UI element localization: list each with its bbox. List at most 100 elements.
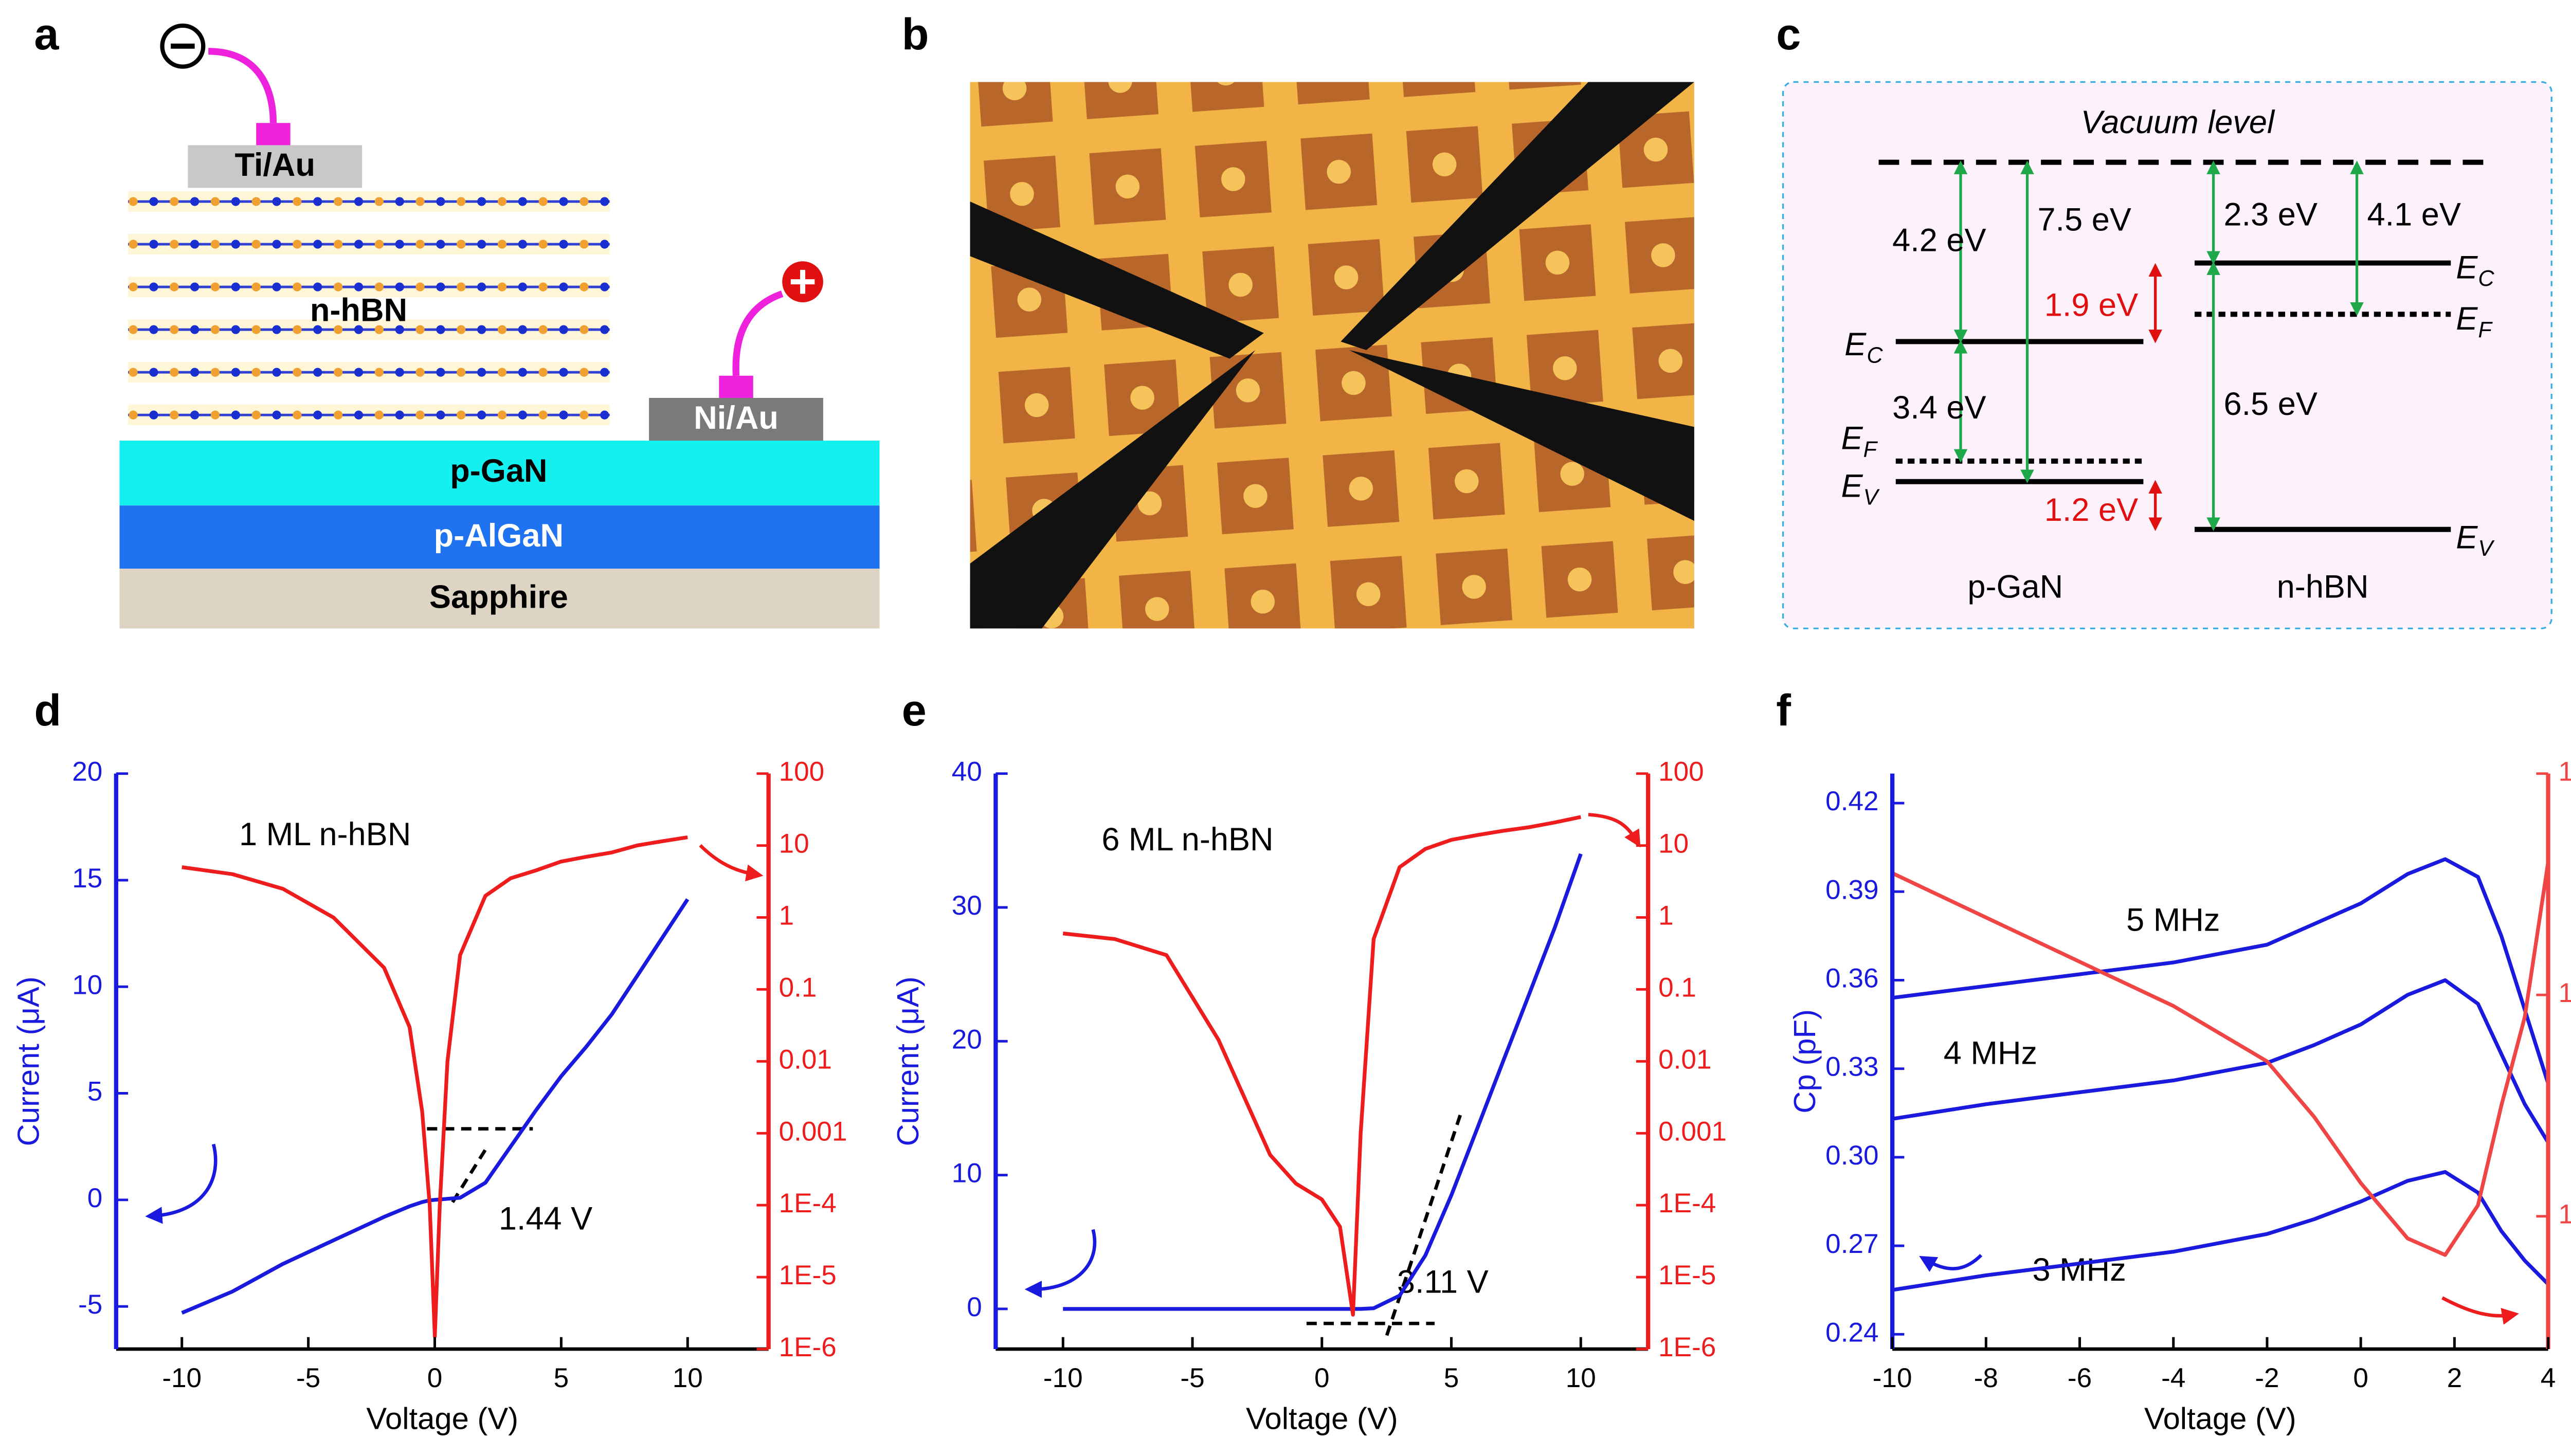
atom [457,368,466,377]
atom [251,282,261,292]
atom [436,197,445,206]
atom [559,197,568,206]
atom [293,240,302,249]
atom [149,325,158,334]
atom [313,368,322,377]
device-schematic: p-GaN p-AlGaN Sapphire n-hBN Ti/Au Ni/Au [119,23,880,629]
atom [374,240,384,249]
atom [272,282,281,292]
atom [457,410,466,420]
panel-letter: b [902,10,929,59]
atom [170,240,179,249]
atom [497,368,507,377]
atom [395,368,404,377]
probe [1349,350,1694,521]
atom [170,410,179,420]
y2-tick-label: 1.2 [2559,1199,2571,1230]
y-tick-label: 40 [952,757,982,787]
x-tick-label: 10 [673,1363,703,1393]
atom [293,282,302,292]
y2-tick-label: 10 [1658,829,1689,859]
atom [457,197,466,206]
probe [970,202,1264,359]
series-line [1062,815,1582,1317]
atom [538,197,548,206]
label: F [1863,437,1878,462]
atom [559,410,568,420]
atom [231,410,240,420]
atom [559,240,568,249]
annotation: 6 ML n-hBN [1101,822,1273,858]
series-label: 4 MHz [1944,1035,2037,1071]
y2-tick-label: 1.6 [2559,757,2571,787]
atom [190,325,200,334]
atom [395,325,404,334]
x-tick-label: 5 [1444,1363,1459,1393]
layer [119,569,880,629]
atom [334,282,343,292]
atom [518,197,527,206]
y-tick-label: 0.24 [1825,1317,1878,1348]
atom [334,197,343,206]
atom [251,410,261,420]
y-tick-label: 10 [952,1158,982,1189]
x-tick-label: 4 [2541,1363,2556,1393]
atom [313,240,322,249]
y-tick-label: 20 [952,1024,982,1054]
atom [231,368,240,377]
atom [600,368,609,377]
x-tick-label: -10 [1873,1363,1912,1393]
atom [293,197,302,206]
y-tick-label: 20 [72,757,102,787]
atom [600,240,609,249]
atom [354,410,364,420]
y2-tick-label: 0.01 [779,1044,832,1075]
label: 3.4 eV [1892,390,1986,426]
contact-label: Ti/Au [234,147,315,183]
y2-tick-label: 0.001 [779,1116,847,1146]
series-line [1892,978,2550,1144]
atom [251,368,261,377]
atom [395,410,404,420]
atom [129,197,138,206]
atom [231,282,240,292]
label: C [2478,266,2494,291]
label: p-GaN [1967,569,2063,605]
axis-arrow [1588,813,1641,848]
x-tick-label: -4 [2161,1363,2185,1393]
label: E [2456,250,2478,286]
label: n-hBN [2277,569,2369,605]
x-tick-label: 0 [1314,1363,1330,1393]
annotation: 3.11 V [1397,1264,1489,1300]
axis-arrow [699,844,764,882]
y2-tick-label: 100 [779,757,825,787]
atom [210,325,220,334]
atom [170,282,179,292]
label: V [1863,485,1880,509]
atom [149,240,158,249]
atom [293,410,302,420]
atom [395,240,404,249]
y2-tick-label: 100 [1658,757,1704,787]
y-tick-label: 0.36 [1825,963,1878,994]
y2-tick-label: 1.4 [2559,978,2571,1008]
atom [477,368,486,377]
atom [518,240,527,249]
x-tick-label: 5 [554,1363,569,1393]
atom [415,282,425,292]
atom [580,240,589,249]
contact-label: Ni/Au [694,400,778,436]
atom [600,282,609,292]
atom [518,325,527,334]
atom [272,240,281,249]
atom [497,282,507,292]
atom [293,368,302,377]
atom [170,368,179,377]
atom [374,368,384,377]
series-line [1892,857,2550,1084]
atom [129,282,138,292]
atom [457,282,466,292]
series-line [1892,1170,2550,1292]
label: E [1841,421,1863,457]
level [1895,312,2451,464]
